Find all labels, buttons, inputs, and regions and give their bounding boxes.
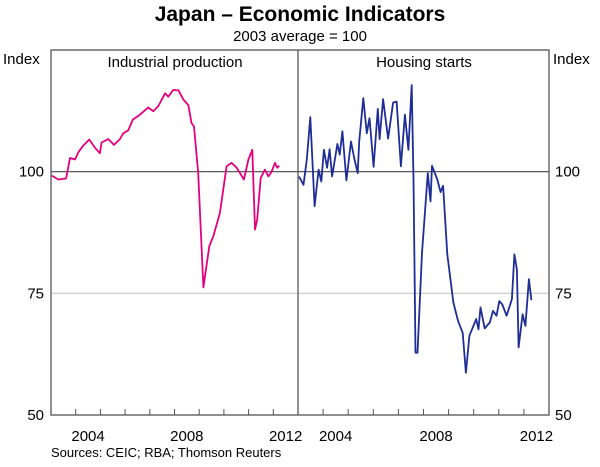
y-tick-label-right: 100 — [555, 164, 580, 181]
y-axis-label-right: Index — [553, 51, 590, 68]
y-tick-label-right: 75 — [555, 285, 572, 302]
plot-frame — [50, 49, 550, 416]
y-tick-label-left: 75 — [27, 285, 44, 302]
x-tick-label: 2012 — [269, 428, 302, 445]
x-tick-label: 2008 — [170, 428, 203, 445]
y-axis-label-left: Index — [3, 51, 40, 68]
x-tick-label: 2004 — [71, 428, 104, 445]
chart-title: Japan – Economic Indicators — [155, 3, 446, 26]
x-tick-label: 2008 — [419, 428, 452, 445]
source-note: Sources: CEIC; RBA; Thomson Reuters — [51, 445, 282, 460]
x-tick-label: 2012 — [520, 428, 553, 445]
y-tick-label-left: 100 — [19, 164, 44, 181]
y-tick-label-left: 50 — [27, 407, 44, 424]
x-tick-label: 2004 — [319, 428, 352, 445]
chart-subtitle: 2003 average = 100 — [233, 28, 367, 45]
series-line-housing-starts — [298, 84, 533, 374]
panel-title-housing-starts: Housing starts — [376, 54, 472, 71]
series-line-industrial-production — [51, 89, 280, 289]
panel-title-industrial-production: Industrial production — [107, 54, 242, 71]
y-tick-label-right: 50 — [555, 407, 572, 424]
